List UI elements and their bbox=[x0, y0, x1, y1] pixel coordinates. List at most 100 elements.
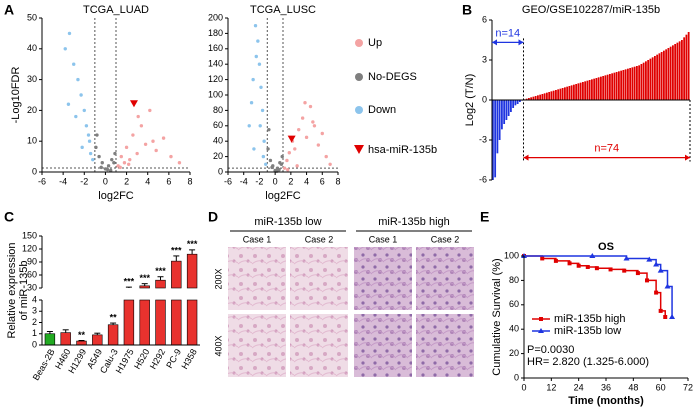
bar bbox=[681, 40, 683, 100]
point bbox=[119, 154, 123, 159]
significance: ** bbox=[78, 330, 86, 340]
bar bbox=[624, 69, 627, 100]
bar bbox=[555, 90, 557, 100]
bar bbox=[658, 53, 661, 100]
y-tick-label: 40 bbox=[27, 43, 37, 53]
point bbox=[72, 62, 76, 66]
point bbox=[67, 31, 72, 36]
point bbox=[106, 164, 111, 168]
point bbox=[320, 131, 324, 136]
y-tick-label: 80 bbox=[213, 105, 223, 115]
x-tick-label: 8 bbox=[335, 176, 340, 186]
bar bbox=[171, 260, 182, 289]
bar bbox=[537, 95, 539, 100]
point bbox=[282, 166, 287, 170]
point bbox=[252, 147, 256, 151]
legend-label: hsa-miR-135b bbox=[368, 144, 437, 156]
bar bbox=[498, 100, 501, 140]
x-tick-label: H358 bbox=[179, 347, 198, 371]
bar bbox=[577, 83, 580, 100]
annotation: P=0.0030 bbox=[527, 344, 574, 356]
point bbox=[105, 167, 110, 172]
bar bbox=[171, 299, 182, 346]
bar bbox=[579, 82, 582, 100]
x-axis-label: log2FC bbox=[265, 190, 301, 202]
point bbox=[311, 120, 315, 124]
point bbox=[260, 108, 265, 113]
point bbox=[253, 24, 258, 28]
y-axis-label: Relative expression bbox=[6, 243, 18, 339]
y-tick-label: 40 bbox=[509, 324, 519, 334]
point bbox=[97, 154, 101, 159]
x-tick-label: 4 bbox=[304, 176, 309, 186]
bar bbox=[543, 93, 546, 100]
legend-label: miR-135b high bbox=[554, 313, 626, 325]
point bbox=[256, 39, 260, 43]
bar bbox=[683, 37, 686, 100]
point bbox=[300, 116, 305, 120]
point bbox=[128, 157, 132, 162]
point bbox=[154, 148, 158, 153]
point bbox=[266, 147, 270, 151]
legend-marker bbox=[354, 145, 364, 154]
point bbox=[84, 124, 89, 128]
point bbox=[259, 85, 263, 90]
bar bbox=[496, 100, 499, 154]
x-tick-label: 48 bbox=[628, 382, 638, 392]
group-label: miR-135b low bbox=[254, 216, 321, 228]
significance: *** bbox=[124, 277, 135, 287]
y-tick-label: 0 bbox=[218, 166, 223, 176]
bar bbox=[501, 100, 503, 130]
bar bbox=[570, 85, 573, 100]
bar bbox=[647, 60, 650, 100]
significance: ** bbox=[110, 312, 118, 322]
km-step bbox=[624, 269, 639, 274]
point bbox=[131, 133, 135, 137]
point bbox=[268, 158, 273, 163]
bar bbox=[139, 299, 150, 346]
x-axis-label: log2FC bbox=[98, 190, 134, 202]
x-tick-label: 60 bbox=[656, 382, 666, 392]
y-tick-label: 150 bbox=[22, 230, 37, 240]
km-step bbox=[626, 257, 651, 260]
bar bbox=[505, 100, 508, 120]
panel-label: B bbox=[462, 2, 472, 18]
y-tick-label: 160 bbox=[208, 43, 223, 53]
km-step bbox=[542, 257, 557, 261]
point bbox=[143, 142, 148, 146]
point bbox=[87, 139, 92, 143]
x-tick-label: 8 bbox=[187, 176, 192, 186]
point bbox=[113, 151, 117, 156]
point bbox=[135, 151, 139, 156]
km-step bbox=[660, 310, 666, 317]
point bbox=[285, 158, 289, 163]
bar bbox=[613, 72, 616, 100]
bar bbox=[645, 61, 647, 100]
histology-image bbox=[354, 247, 412, 310]
y-tick-label: 20 bbox=[213, 151, 223, 161]
point bbox=[328, 162, 332, 166]
panel-label: D bbox=[208, 209, 218, 225]
point bbox=[91, 157, 95, 162]
bar bbox=[568, 86, 571, 100]
x-tick-label: 2 bbox=[124, 176, 129, 186]
y-axis-label: -Log10FDR bbox=[10, 67, 22, 124]
bar bbox=[640, 64, 643, 100]
legend-label: Up bbox=[368, 37, 382, 49]
x-tick-label: 2 bbox=[288, 176, 293, 186]
x-tick-label: 72 bbox=[683, 382, 693, 392]
y-tick-label: 50 bbox=[27, 12, 37, 22]
y-tick-label: 100 bbox=[504, 250, 519, 260]
point bbox=[308, 104, 313, 109]
km-marker bbox=[663, 315, 668, 319]
km-step bbox=[610, 268, 625, 271]
y-tick-label: 40 bbox=[213, 136, 223, 146]
bar bbox=[532, 96, 535, 100]
panel-label: A bbox=[4, 2, 14, 18]
bar bbox=[591, 79, 593, 100]
bar bbox=[629, 68, 632, 100]
bar bbox=[503, 100, 506, 124]
bar bbox=[566, 86, 569, 100]
bar bbox=[660, 52, 663, 100]
point bbox=[324, 154, 328, 159]
